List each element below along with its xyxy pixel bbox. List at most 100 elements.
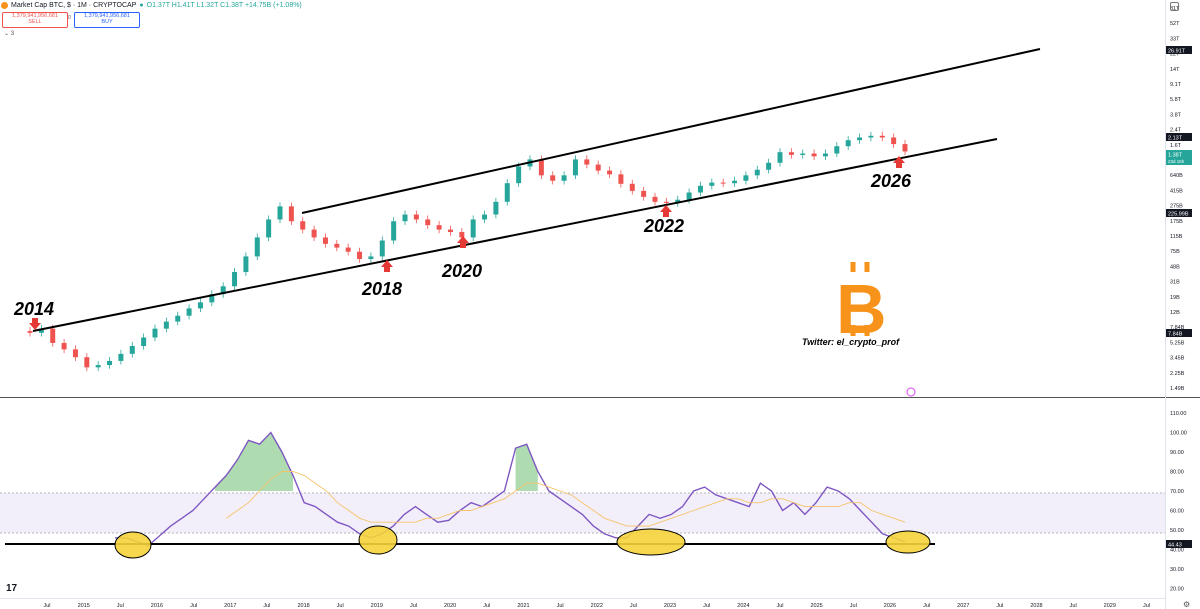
time-tick-label: 2025 bbox=[810, 603, 822, 609]
candle-body bbox=[572, 159, 578, 176]
candle-body bbox=[129, 346, 135, 354]
price-axis-settings-icon[interactable] bbox=[1170, 2, 1179, 11]
candle-body bbox=[595, 164, 601, 171]
candle-body bbox=[84, 357, 90, 368]
candle-body bbox=[357, 251, 363, 260]
candle-body bbox=[686, 192, 692, 200]
settings-gear-icon[interactable]: ⚙ bbox=[1183, 600, 1191, 609]
lightning-icon[interactable] bbox=[906, 387, 916, 397]
candle-body bbox=[720, 182, 726, 184]
candle-body bbox=[868, 135, 874, 138]
candle-body bbox=[857, 137, 863, 141]
time-tick-label: 2018 bbox=[297, 603, 309, 609]
time-tick-label: 2022 bbox=[591, 603, 603, 609]
arrow-2026-icon bbox=[893, 156, 905, 168]
rsi-tick-label: 70.00 bbox=[1170, 489, 1184, 495]
rsi-tick-label: 100.00 bbox=[1170, 431, 1187, 437]
price-tick-label: 31B bbox=[1170, 280, 1180, 286]
tag-upper-bg bbox=[1166, 46, 1192, 54]
time-tick-label: 2029 bbox=[1104, 603, 1116, 609]
price-tick-label: 19B bbox=[1170, 295, 1180, 301]
candle-body bbox=[822, 153, 828, 157]
price-tick-label: 81T bbox=[1170, 6, 1180, 12]
rsi-tick-label: 20.00 bbox=[1170, 587, 1184, 593]
price-tick-label: 175B bbox=[1170, 219, 1183, 225]
candle-body bbox=[379, 240, 385, 257]
symbol-title[interactable]: Market Cap BTC, $ · 1M · CRYPTOCAP bbox=[11, 1, 137, 9]
candle-body bbox=[38, 328, 44, 333]
candle-body bbox=[266, 219, 272, 238]
time-tick-label: 2016 bbox=[151, 603, 163, 609]
price-tick-label: 52T bbox=[1170, 21, 1180, 27]
price-tick-label: 5.25B bbox=[1170, 340, 1185, 346]
candle-body bbox=[391, 221, 397, 241]
sell-price: 1,379,941,956,681 bbox=[12, 13, 58, 19]
rsi-tick-label: 110.00 bbox=[1170, 411, 1186, 417]
price-tick-label: 2.25B bbox=[1170, 371, 1185, 377]
rsi-overbought-fill bbox=[215, 432, 538, 491]
price-tick-label: 5.8T bbox=[1170, 97, 1182, 103]
buy-button[interactable]: 1,379,941,956,681 BUY bbox=[74, 12, 140, 28]
arrow-2018-icon bbox=[381, 260, 393, 272]
candle-body bbox=[277, 206, 283, 220]
candle-body bbox=[50, 328, 56, 343]
time-tick-label: Jul bbox=[337, 603, 344, 609]
price-tick-label: 75B bbox=[1170, 249, 1180, 255]
candle-body bbox=[652, 196, 658, 202]
price-tick-label: 275B bbox=[1170, 204, 1183, 210]
chart-header: Market Cap BTC, $ · 1M · CRYPTOCAP ● O1.… bbox=[0, 0, 302, 10]
time-tick-label: Jul bbox=[923, 603, 930, 609]
time-tick-label: Jul bbox=[410, 603, 417, 609]
candle-body bbox=[368, 256, 374, 260]
label-2020: 2020 bbox=[441, 261, 482, 281]
tag-line: 225.99B bbox=[1168, 212, 1189, 218]
tag-last-countdown: 23d 15h bbox=[1168, 159, 1185, 164]
time-tick-label: 2019 bbox=[371, 603, 383, 609]
rsi-ellipse-2026 bbox=[885, 530, 931, 554]
time-tick-label: Jul bbox=[1070, 603, 1077, 609]
price-tick-label: 1.6T bbox=[1170, 143, 1182, 149]
tradingview-logo-icon[interactable]: 17 bbox=[6, 583, 18, 594]
tag-prev-bg bbox=[1166, 133, 1192, 141]
candle-body bbox=[845, 140, 851, 147]
rsi-ma-line bbox=[226, 471, 906, 527]
bitcoin-logo-icon: B bbox=[836, 270, 887, 348]
candle-body bbox=[629, 183, 635, 191]
candle-body bbox=[163, 321, 169, 329]
candle-body bbox=[436, 225, 442, 230]
time-tick-label: Jul bbox=[703, 603, 710, 609]
candle-body bbox=[675, 199, 681, 203]
candle-body bbox=[322, 237, 328, 244]
tag-last-bg bbox=[1166, 150, 1192, 165]
candle-body bbox=[402, 214, 408, 222]
candle-body bbox=[891, 137, 897, 145]
candle-body bbox=[550, 175, 556, 181]
spread-value: 0 bbox=[68, 15, 71, 21]
label-2014: 2014 bbox=[13, 299, 54, 319]
price-tick-label: 415B bbox=[1170, 188, 1183, 194]
candle-body bbox=[663, 201, 669, 203]
channel-upper-line bbox=[301, 48, 1041, 214]
candle-body bbox=[470, 219, 476, 238]
time-tick-label: 2023 bbox=[664, 603, 676, 609]
indicator-count: 3 bbox=[10, 31, 15, 37]
time-tick-label: Jul bbox=[190, 603, 197, 609]
time-tick-label: Jul bbox=[483, 603, 490, 609]
candle-body bbox=[27, 331, 33, 333]
candle-body bbox=[561, 175, 567, 181]
candle-body bbox=[175, 315, 181, 322]
indicators-toggle[interactable]: ⌄ 3 bbox=[4, 31, 15, 37]
sell-button[interactable]: 1,379,941,956,681 SELL bbox=[2, 12, 68, 28]
candle-body bbox=[197, 302, 203, 309]
time-tick-label: 2024 bbox=[737, 603, 749, 609]
candle-body bbox=[209, 294, 215, 303]
candle-body bbox=[254, 237, 260, 257]
time-tick-label: 2027 bbox=[957, 603, 969, 609]
time-tick-label: 2026 bbox=[884, 603, 896, 609]
time-tick-label: 2015 bbox=[78, 603, 90, 609]
rsi-lines-group bbox=[115, 431, 906, 547]
rsi-tick-label: 40.00 bbox=[1170, 548, 1184, 554]
time-tick-label: Jul bbox=[996, 603, 1003, 609]
tag-line-bg bbox=[1166, 209, 1192, 217]
candle-body bbox=[709, 182, 715, 186]
